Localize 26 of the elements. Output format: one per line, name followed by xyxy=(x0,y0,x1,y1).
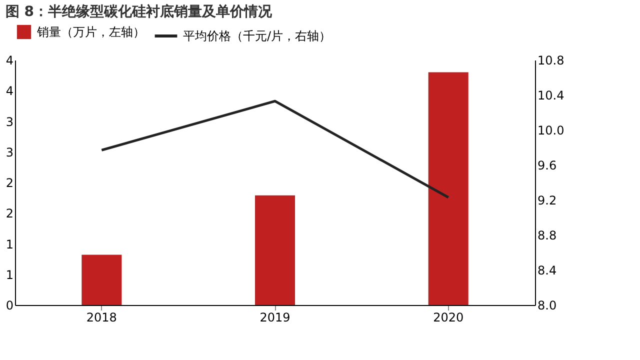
y2-tick-label: 9.6 xyxy=(538,158,557,172)
bar xyxy=(82,254,122,305)
y-tick-label: 1 xyxy=(6,237,14,252)
y2-tick-label: 10.4 xyxy=(538,88,564,102)
y2-tick-label: 10.8 xyxy=(538,54,564,68)
legend-label: 平均价格（千元/片，右轴） xyxy=(183,29,332,43)
y-tick-label: 0 xyxy=(6,298,14,312)
y-tick-label: 3 xyxy=(6,114,14,129)
x-tick-label: 2020 xyxy=(433,310,464,324)
x-tick-label: 2019 xyxy=(260,310,290,324)
y-tick-label: 2 xyxy=(6,176,14,190)
bar xyxy=(255,195,295,305)
bar xyxy=(428,72,468,305)
y2-tick-label: 8.4 xyxy=(538,264,557,278)
y2-tick-label: 8.0 xyxy=(538,298,557,312)
y2-tick-label: 8.8 xyxy=(538,228,557,242)
y2-tick-label: 9.2 xyxy=(538,194,557,208)
y-tick-label: 3 xyxy=(6,145,14,160)
y2-tick-label: 10.0 xyxy=(538,124,564,138)
x-tick-label: 2018 xyxy=(86,310,117,324)
y-tick-label: 2 xyxy=(6,206,14,221)
y-tick-label: 4 xyxy=(6,54,14,68)
y-tick-label: 4 xyxy=(6,84,14,98)
chart-title: 图 8：半绝缘型碳化硅衬底销量及单价情况 xyxy=(5,3,273,20)
legend-label: 销量（万片，左轴） xyxy=(36,25,145,39)
y-tick-label: 1 xyxy=(6,268,14,282)
